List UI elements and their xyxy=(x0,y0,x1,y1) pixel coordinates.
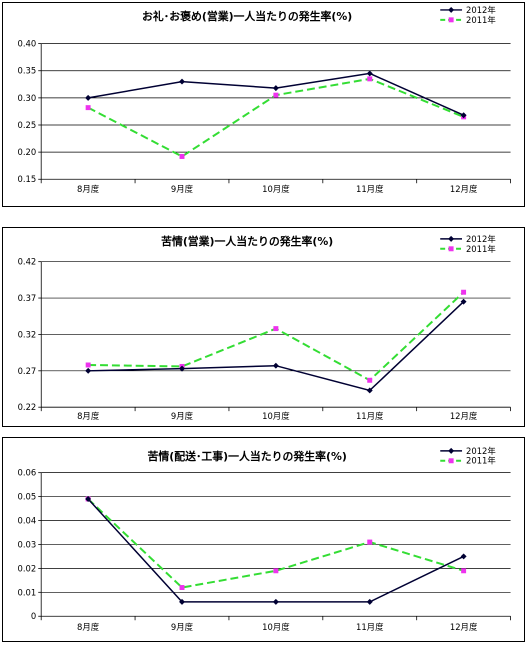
x-tick-label: 10月度 xyxy=(262,184,290,194)
data-point xyxy=(85,94,92,101)
legend-label: 2011年 xyxy=(466,15,496,25)
series-line-1 xyxy=(87,498,464,589)
data-point xyxy=(273,568,279,574)
data-point xyxy=(460,112,467,119)
series-line-0 xyxy=(87,498,464,603)
y-tick-label: 0.22 xyxy=(18,402,37,412)
legend-swatch-marker xyxy=(448,458,454,464)
chart-svg-praise: お礼･お褒め(営業)一人当たりの発生率(%) 0.40 0.35 0.30 0.25 0.… xyxy=(18,5,511,194)
y-tick-label: 0.02 xyxy=(18,563,37,573)
legend-label: 2012年 xyxy=(466,5,496,15)
x-tick-label: 10月度 xyxy=(262,411,290,421)
data-point xyxy=(273,92,279,98)
legend-label: 2011年 xyxy=(466,244,496,254)
legend-label: 2012年 xyxy=(466,446,496,456)
data-point xyxy=(272,362,279,369)
data-point xyxy=(272,85,279,92)
data-point xyxy=(461,568,467,574)
chart-panel-complaint-sales: 苦情(営業)一人当たりの発生率(%) 0.42 0.37 0.32 0.27 0.22 8月… xyxy=(2,227,525,427)
chart-panel-praise: お礼･お褒め(営業)一人当たりの発生率(%) 0.40 0.35 0.30 0.25 0.… xyxy=(2,2,525,207)
data-point xyxy=(273,326,279,332)
legend-swatch-marker xyxy=(448,17,454,23)
data-point xyxy=(367,76,373,82)
data-point xyxy=(85,105,91,111)
data-point xyxy=(366,70,373,77)
y-tick-label: 0.01 xyxy=(18,587,37,597)
x-tick-label: 9月度 xyxy=(171,184,194,194)
data-point xyxy=(179,585,185,591)
data-point xyxy=(461,289,467,295)
data-point xyxy=(179,78,185,85)
x-tick-label: 8月度 xyxy=(77,184,100,194)
x-tick-label: 12月度 xyxy=(450,184,478,194)
data-point xyxy=(367,377,373,383)
x-tick-label: 9月度 xyxy=(171,622,194,632)
y-tick-label: 0.04 xyxy=(18,515,37,525)
x-tick-label: 12月度 xyxy=(450,411,478,421)
chart-svg-complaint-sales: 苦情(営業)一人当たりの発生率(%) 0.42 0.37 0.32 0.27 0.22 8月… xyxy=(18,234,511,421)
chart-title: 苦情(営業)一人当たりの発生率(%) xyxy=(161,234,333,248)
data-point xyxy=(367,539,373,545)
data-point xyxy=(179,598,185,605)
data-point xyxy=(366,598,373,605)
legend-label: 2011年 xyxy=(466,456,496,466)
x-tick-label: 8月度 xyxy=(77,622,100,632)
y-tick-label: 0.40 xyxy=(18,39,37,49)
series-line-0 xyxy=(88,301,465,392)
y-tick-label: 0.32 xyxy=(18,329,37,339)
y-tick-label: 0.15 xyxy=(18,174,37,184)
x-tick-label: 8月度 xyxy=(77,411,100,421)
x-tick-label: 9月度 xyxy=(171,411,194,421)
chart-svg-complaint-delivery: 苦情(配送･工事)一人当たりの発生率(%) 0.06 0.05 0.04 0.03 0.0… xyxy=(18,446,511,632)
legend-label: 2012年 xyxy=(466,234,496,244)
x-tick-label: 11月度 xyxy=(356,411,384,421)
data-point xyxy=(460,553,467,560)
data-point xyxy=(366,387,373,394)
x-tick-label: 10月度 xyxy=(262,622,290,632)
legend-swatch-marker xyxy=(448,447,455,454)
y-tick-label: 0.35 xyxy=(18,66,37,76)
y-tick-label: 0.03 xyxy=(18,539,37,549)
y-tick-label: 0.42 xyxy=(18,257,37,267)
legend-swatch-marker xyxy=(448,246,454,252)
chart-title: お礼･お褒め(営業)一人当たりの発生率(%) xyxy=(142,9,352,23)
data-point xyxy=(85,362,91,368)
legend-swatch-marker xyxy=(448,6,455,13)
data-point xyxy=(179,153,185,159)
legend-swatch-marker xyxy=(448,235,455,242)
chart-title: 苦情(配送･工事)一人当たりの発生率(%) xyxy=(147,449,346,463)
y-tick-label: 0.20 xyxy=(18,147,37,157)
y-tick-label: 0.25 xyxy=(18,120,37,130)
x-tick-label: 12月度 xyxy=(450,622,478,632)
y-tick-label: 0.05 xyxy=(18,492,37,502)
x-tick-label: 11月度 xyxy=(356,184,384,194)
y-tick-label: 0.06 xyxy=(18,468,37,478)
data-point xyxy=(85,367,92,374)
chart-panel-complaint-delivery: 苦情(配送･工事)一人当たりの発生率(%) 0.06 0.05 0.04 0.03 0.0… xyxy=(2,437,525,642)
y-tick-label: 0.30 xyxy=(18,93,37,103)
data-point xyxy=(272,598,279,605)
y-tick-label: 0.27 xyxy=(18,366,37,376)
y-tick-label: 0.37 xyxy=(18,293,37,303)
x-tick-label: 11月度 xyxy=(356,622,384,632)
y-tick-label: 0 xyxy=(31,611,36,621)
